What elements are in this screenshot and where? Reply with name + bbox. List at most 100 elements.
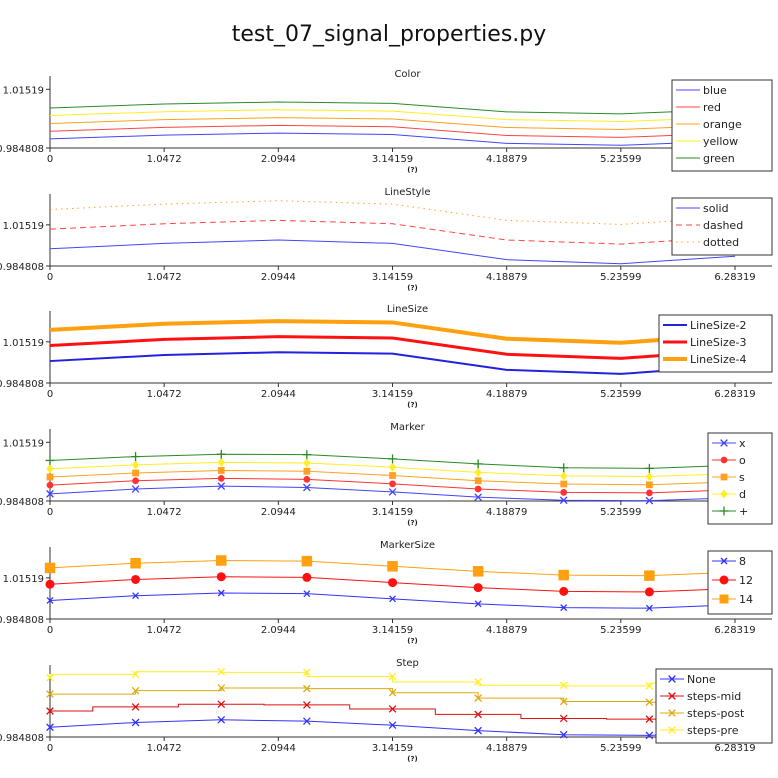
series-marker-2-marker xyxy=(46,473,54,481)
chart-title: Marker xyxy=(390,422,425,433)
series-step-3-marker xyxy=(46,673,54,682)
series-marker-2-marker xyxy=(560,480,568,488)
series-step-2-marker xyxy=(474,694,482,702)
legend-label: 8 xyxy=(739,555,746,568)
legend-label: dotted xyxy=(703,236,739,249)
legend: solid dashed dotted xyxy=(671,197,773,256)
x-tick-label: 5.23599 xyxy=(600,389,641,400)
x-tick-label: 4.18879 xyxy=(486,389,527,400)
legend-label: steps-mid xyxy=(687,690,741,703)
series-color-1-line xyxy=(49,124,736,138)
series-markersize-1-marker xyxy=(45,579,55,589)
series-step-2-marker xyxy=(559,697,568,706)
series-step-3-line xyxy=(49,671,735,687)
series-color-3-line xyxy=(49,109,736,123)
x-tick-label: 5.23599 xyxy=(600,154,641,165)
series-marker-0-marker xyxy=(217,482,226,490)
series-marker-1-marker xyxy=(132,477,139,485)
series-linesize-2-line xyxy=(49,319,736,345)
series-markersize-1-marker xyxy=(473,583,483,593)
series-markersize-0-line xyxy=(49,592,735,609)
series-step-3-marker xyxy=(474,678,482,686)
y-tick-label: 1.01519 xyxy=(3,85,44,96)
chart-title: LineSize xyxy=(387,304,428,315)
x-tick-label: 3.14159 xyxy=(372,625,413,636)
series-markersize-1-marker xyxy=(131,574,141,584)
series-markersize-0-marker xyxy=(46,596,54,604)
x-tick-label: 0 xyxy=(47,625,53,636)
legend-label: orange xyxy=(703,118,742,131)
series-marker-0-marker xyxy=(559,496,568,505)
x-tick-label: 1.0472 xyxy=(147,743,182,754)
legend-label: 14 xyxy=(739,593,753,606)
series-step-1-marker xyxy=(46,707,54,715)
series-marker-1-marker xyxy=(646,489,653,497)
x-axis-label: (?) xyxy=(407,401,417,409)
legend-label: None xyxy=(687,673,716,686)
x-tick-label: 6.28319 xyxy=(714,272,755,283)
series-markersize-1-marker xyxy=(216,572,226,582)
series-step-1-marker xyxy=(388,705,397,713)
series-markersize-2-marker xyxy=(387,561,398,572)
y-tick-label: 0.984808 xyxy=(0,262,44,273)
legend-marker xyxy=(668,726,676,734)
series-marker-0-marker xyxy=(645,496,654,505)
legend-marker xyxy=(720,473,728,481)
legend: 8 12 14 xyxy=(707,550,773,615)
chart-panel-linestyle: LineStyle 0 1.0472 2.0944 3.14159 4.18879 5.23… xyxy=(0,187,773,292)
chart-panel-linesize: LineSize 0 1.0472 2.0944 3.14159 4.18879 5.235… xyxy=(0,304,773,409)
series-markersize-0-marker xyxy=(217,589,225,597)
x-tick-label: 4.18879 xyxy=(486,507,527,518)
series-marker-2-marker xyxy=(132,469,139,477)
series-marker-3-marker xyxy=(388,462,397,472)
x-tick-label: 1.0472 xyxy=(147,507,182,518)
series-step-3-marker xyxy=(303,668,311,677)
legend-marker xyxy=(720,557,728,565)
series-step-0-marker xyxy=(474,726,482,735)
series-marker-1-marker xyxy=(560,488,568,496)
series-marker-2-marker xyxy=(303,467,311,475)
legend: blue red orange yellow green xyxy=(671,79,773,172)
series-marker-3-marker xyxy=(131,460,140,470)
series-markersize-1-marker xyxy=(302,572,312,582)
chart-title: MarkerSize xyxy=(380,540,435,551)
legend-marker xyxy=(719,575,729,585)
y-tick-label: 1.01519 xyxy=(3,338,44,349)
series-color-0-line xyxy=(49,132,736,146)
series-step-0-marker xyxy=(303,717,311,725)
series-step-3-marker xyxy=(645,682,654,690)
legend-label: + xyxy=(739,505,748,518)
y-tick-label: 0.984808 xyxy=(0,615,44,626)
series-marker-0-marker xyxy=(474,493,482,501)
chart-title: Color xyxy=(394,69,421,80)
series-markersize-0-marker xyxy=(389,595,397,603)
series-markersize-1-marker xyxy=(644,587,654,597)
series-marker-3-marker xyxy=(217,457,225,467)
series-marker-3-marker xyxy=(303,458,311,468)
x-tick-label: 2.0944 xyxy=(261,154,296,165)
legend: LineSize-2 LineSize-3 LineSize-4 xyxy=(658,314,773,373)
x-tick-label: 0 xyxy=(47,743,53,754)
x-tick-label: 5.23599 xyxy=(600,507,641,518)
series-marker-0-marker xyxy=(303,483,311,492)
legend-label: blue xyxy=(703,84,727,97)
legend-label: LineSize-2 xyxy=(690,319,746,332)
legend-label: solid xyxy=(703,202,729,215)
series-linestyle-0-line xyxy=(49,239,736,265)
y-tick-label: 0.984808 xyxy=(0,144,44,155)
x-tick-label: 0 xyxy=(47,154,53,165)
series-marker-1-marker xyxy=(46,481,54,489)
series-marker-1-marker xyxy=(303,475,311,483)
series-marker-0-marker xyxy=(388,488,397,496)
series-markersize-1-marker xyxy=(559,586,569,596)
legend-label: x xyxy=(739,437,746,450)
x-tick-label: 4.18879 xyxy=(486,743,527,754)
series-linestyle-1-line xyxy=(49,219,736,245)
series-markersize-2-marker xyxy=(644,570,655,581)
series-step-0-marker xyxy=(131,718,140,727)
x-tick-label: 0 xyxy=(47,272,53,283)
series-step-3-marker xyxy=(217,667,226,676)
chart-panel-color: Color01.04722.09443.141594.188795.235996… xyxy=(0,69,773,174)
x-tick-label: 2.0944 xyxy=(261,389,296,400)
